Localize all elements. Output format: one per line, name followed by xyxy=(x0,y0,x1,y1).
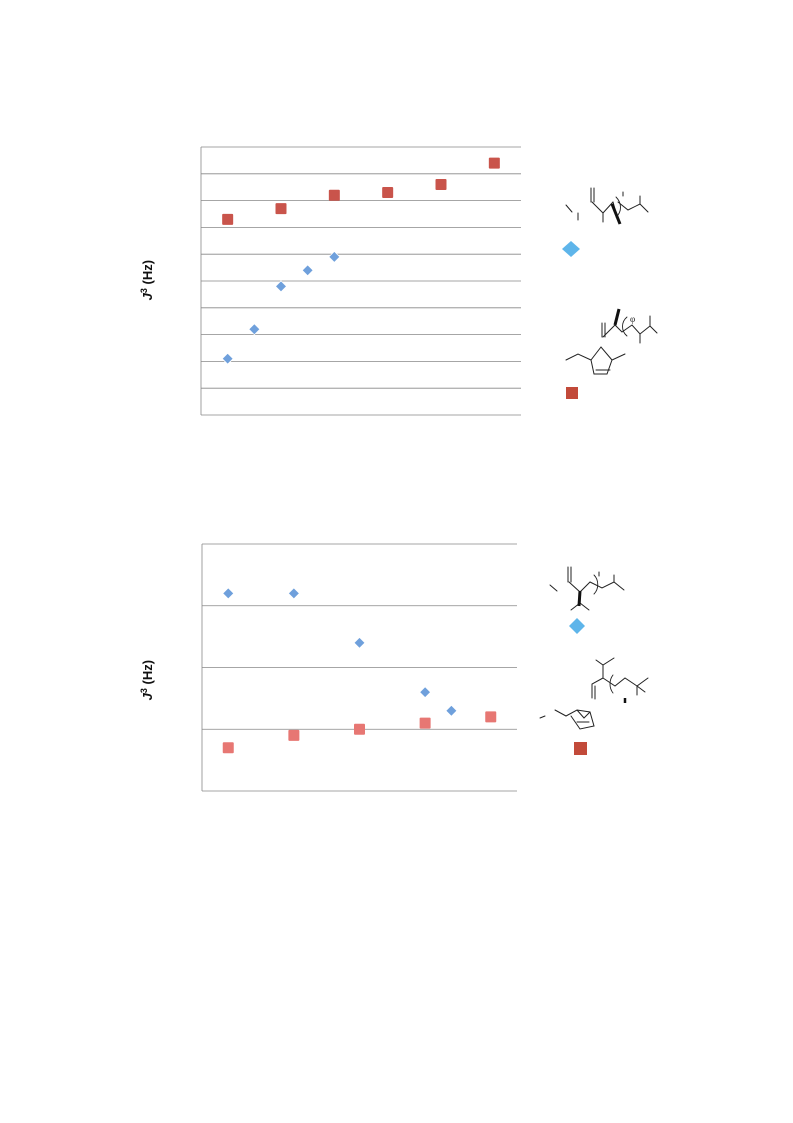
chart1-y-axis-label: J3 (Hz) xyxy=(138,259,156,301)
chart1-series2-point xyxy=(435,179,447,191)
chart2-legend-structure-c-rotation xyxy=(593,574,599,595)
chart1-series1-point xyxy=(274,280,288,293)
chart2-legend-structure-c-chain xyxy=(589,571,625,591)
chart2-series2-point xyxy=(354,723,365,735)
chart2-legend-structure-d xyxy=(591,657,649,700)
chart1-legend-structure-b-wedge xyxy=(613,308,621,326)
chart1-legend-structure-b xyxy=(601,315,658,344)
chart2-legend-diamond xyxy=(569,618,585,634)
chart1-series1-point xyxy=(328,250,341,263)
chart1-series2-point xyxy=(328,189,340,201)
chart2-series2-point xyxy=(222,742,234,754)
chart2 xyxy=(201,543,517,792)
chart1-legend-structure-a xyxy=(565,187,614,223)
chart1-legend-square xyxy=(566,387,578,399)
chart1-legend-structure-b-ring xyxy=(565,346,626,375)
chart1-series1-point xyxy=(221,352,234,365)
chart2-series2-point xyxy=(288,729,300,741)
chart1-legend-structure-a-wedge xyxy=(610,203,622,225)
chart2-legend-structure-d-ring xyxy=(539,709,595,730)
chart1-legend-structure-b-rotation xyxy=(622,316,628,337)
chart2-series2-point xyxy=(419,717,431,729)
chart2-series2-point xyxy=(485,711,497,723)
chart1-series2-point xyxy=(488,157,500,169)
chart1-legend-phi-label: φ xyxy=(630,314,635,324)
chart1-series2-point xyxy=(275,203,287,215)
chart2-y-axis-label: J3 (Hz) xyxy=(138,659,156,701)
chart1 xyxy=(200,146,521,416)
chart1-series2-point xyxy=(222,213,234,225)
chart2-legend-square xyxy=(574,742,587,755)
chart2-legend-structure-c-wedge xyxy=(577,590,582,607)
chart2-series1-point xyxy=(445,704,458,717)
chart1-legend-diamond xyxy=(562,241,580,257)
chart2-series1-point xyxy=(222,587,235,600)
chart1-series1-point xyxy=(301,264,314,277)
chart2-series1-point xyxy=(287,587,300,600)
chart1-series1-point xyxy=(248,323,261,336)
chart2-series1-point xyxy=(353,636,366,649)
chart1-series2-point xyxy=(382,187,394,199)
chart2-series1-point xyxy=(419,686,432,699)
chart2-legend-structure-d-rotation xyxy=(609,674,614,694)
chart2-legend-structure-c xyxy=(549,566,591,611)
